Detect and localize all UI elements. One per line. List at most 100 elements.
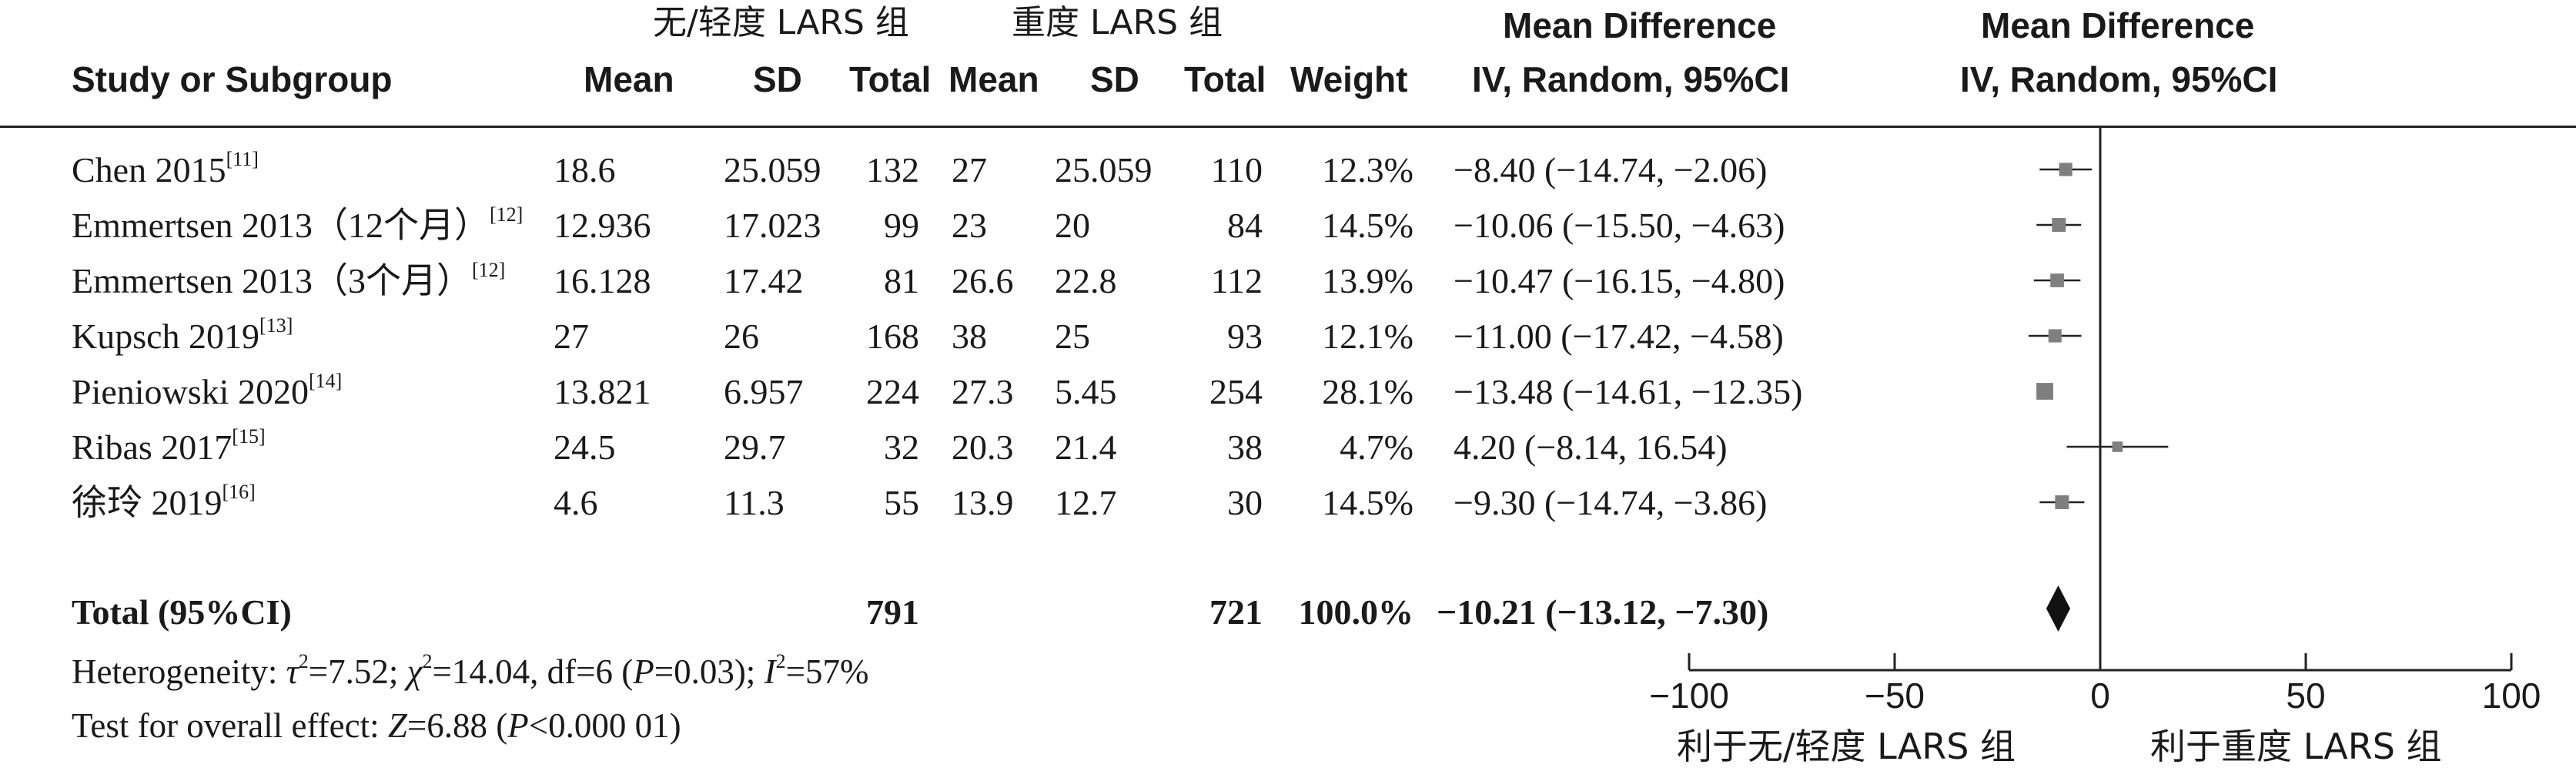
- study-name: Pieniowski 2020[14]: [72, 370, 343, 411]
- ci-text: −8.40 (−14.74, −2.06): [1454, 150, 1768, 189]
- header-rule: [0, 126, 2576, 128]
- mean1-column-header: Mean: [584, 59, 674, 99]
- sd2-column-header: SD: [1090, 59, 1139, 99]
- total1-column-header: Total: [849, 59, 932, 99]
- total1-value: 55: [884, 483, 919, 522]
- sd1-value: 6.957: [724, 372, 804, 411]
- weight-column-header: Weight: [1290, 59, 1408, 99]
- ci-text: −10.47 (−16.15, −4.80): [1454, 261, 1785, 300]
- sd1-value: 11.3: [724, 483, 785, 522]
- sd2-value: 20: [1055, 206, 1090, 245]
- total1-value: 81: [884, 261, 919, 300]
- ci-text: 4.20 (−8.14, 16.54): [1454, 428, 1728, 467]
- sd1-value: 25.059: [724, 150, 821, 189]
- total1-value: 224: [866, 372, 919, 411]
- total-label: Total (95%CI): [72, 592, 292, 632]
- study-ref: [16]: [222, 481, 256, 503]
- sd2-value: 5.45: [1055, 372, 1117, 411]
- x-tick-label: −50: [1864, 676, 1925, 716]
- mean1-value: 24.5: [554, 428, 616, 467]
- mean2-column-header: Mean: [948, 59, 1039, 99]
- sd2-value: 21.4: [1055, 428, 1117, 467]
- effect-square: [2050, 273, 2064, 287]
- pooled-ci-text: −10.21 (−13.12, −7.30): [1437, 592, 1769, 632]
- study-name: 徐玲 2019[16]: [72, 481, 256, 522]
- sd2-value: 22.8: [1055, 261, 1117, 300]
- sd1-value: 26: [724, 317, 759, 356]
- ci-text: −9.30 (−14.74, −3.86): [1454, 483, 1768, 522]
- total2-value: 110: [1210, 150, 1263, 189]
- overall-effect-test: Test for overall effect: Z=6.88 (P<0.000…: [72, 706, 681, 745]
- weight-value: 28.1%: [1322, 372, 1413, 411]
- mean1-value: 27: [554, 317, 589, 356]
- x-tick-label: 100: [2481, 676, 2541, 716]
- effect-square: [2055, 495, 2069, 509]
- study-name: Emmertsen 2013（3个月）[12]: [72, 259, 506, 300]
- sd1-value: 17.42: [724, 261, 804, 300]
- weight-value: 12.3%: [1322, 150, 1413, 189]
- mean2-value: 27: [952, 150, 987, 189]
- md-title-left: Mean Difference: [1503, 5, 1777, 45]
- total2-value: 84: [1227, 206, 1263, 245]
- weight-value: 14.5%: [1322, 206, 1413, 245]
- mean1-value: 18.6: [554, 150, 616, 189]
- group-label-left: 无/轻度 LARS 组: [653, 3, 909, 42]
- sd1-value: 17.023: [724, 206, 821, 245]
- effect-square: [2036, 383, 2053, 400]
- study-name: Kupsch 2019[13]: [72, 314, 293, 356]
- heterogeneity-stats: Heterogeneity: τ2=7.52; χ2=14.04, df=6 (…: [72, 650, 869, 691]
- ci-text: −11.00 (−17.42, −4.58): [1454, 317, 1784, 356]
- total1-value: 32: [884, 428, 919, 467]
- total2-sum: 721: [1209, 592, 1263, 632]
- study-ref: [15]: [232, 425, 266, 448]
- pooled-diamond: [2046, 585, 2071, 632]
- md-method-left: IV, Random, 95%CI: [1472, 59, 1790, 99]
- md-method-right: IV, Random, 95%CI: [1960, 59, 2278, 99]
- sd1-value: 29.7: [724, 428, 786, 467]
- total2-value: 38: [1227, 428, 1263, 467]
- mean2-value: 38: [952, 317, 987, 356]
- weight-value: 4.7%: [1340, 428, 1413, 467]
- study-name: Ribas 2017[15]: [72, 425, 266, 467]
- mean2-value: 23: [952, 206, 987, 245]
- mean2-value: 13.9: [952, 483, 1014, 522]
- effect-square: [2059, 163, 2073, 176]
- effect-square: [2112, 441, 2123, 452]
- x-tick-label: 0: [2090, 676, 2110, 716]
- mean1-value: 13.821: [554, 372, 651, 411]
- study-name: Emmertsen 2013（12个月）[12]: [72, 203, 524, 245]
- total1-sum: 791: [866, 592, 919, 632]
- total2-value: 30: [1227, 483, 1263, 522]
- md-title-right: Mean Difference: [1981, 5, 2255, 45]
- study-name: Chen 2015[11]: [72, 148, 259, 189]
- mean1-value: 4.6: [554, 483, 598, 522]
- total1-value: 168: [866, 317, 919, 356]
- mean1-value: 16.128: [554, 261, 651, 300]
- study-ref: [11]: [226, 148, 259, 170]
- total1-value: 99: [884, 206, 919, 245]
- study-ref: [12]: [472, 259, 506, 281]
- favors-left-label: 利于无/轻度 LARS 组: [1677, 726, 2016, 767]
- effect-square: [2052, 218, 2066, 232]
- total2-value: 93: [1227, 317, 1263, 356]
- mean1-value: 12.936: [554, 206, 651, 245]
- mean2-value: 27.3: [952, 372, 1014, 411]
- study-ref: [14]: [308, 370, 343, 392]
- study-column-header: Study or Subgroup: [72, 59, 393, 99]
- total-weight: 100.0%: [1298, 592, 1414, 632]
- study-ref: [13]: [259, 314, 293, 337]
- total2-column-header: Total: [1184, 59, 1266, 99]
- study-ref: [12]: [490, 203, 524, 226]
- weight-value: 14.5%: [1322, 483, 1413, 522]
- mean2-value: 26.6: [952, 261, 1014, 300]
- sd2-value: 12.7: [1055, 483, 1117, 522]
- total1-value: 132: [866, 150, 919, 189]
- ci-text: −13.48 (−14.61, −12.35): [1454, 372, 1803, 411]
- total2-value: 112: [1210, 261, 1263, 300]
- weight-value: 13.9%: [1322, 261, 1413, 300]
- mean2-value: 20.3: [952, 428, 1014, 467]
- x-tick-label: 50: [2286, 676, 2326, 716]
- sd1-column-header: SD: [753, 59, 802, 99]
